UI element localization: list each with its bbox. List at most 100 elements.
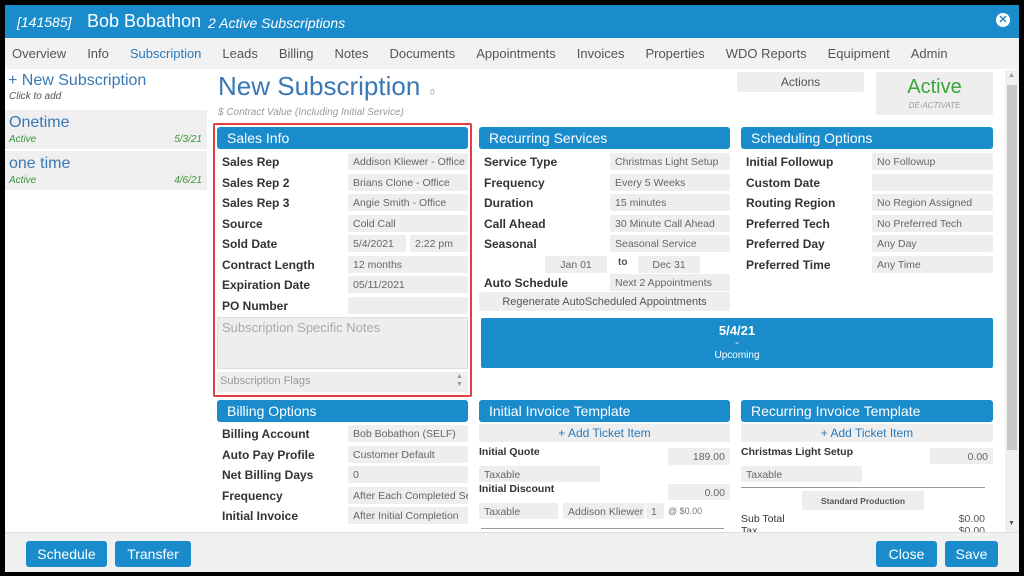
initial-quote-value[interactable]: 189.00: [668, 448, 730, 465]
initial-discount-value[interactable]: 0.00: [668, 484, 730, 500]
tab-billing[interactable]: Billing: [278, 46, 314, 61]
tab-wdo-reports[interactable]: WDO Reports: [725, 46, 807, 61]
upcoming-dash: -: [735, 337, 739, 349]
sales-info-label: Sales Rep 2: [222, 175, 290, 190]
billing-options-value[interactable]: Customer Default: [348, 445, 468, 463]
billing-options-label: Frequency: [222, 488, 283, 503]
sales-info-value[interactable]: Cold Call: [348, 214, 468, 232]
scheduling-options-value[interactable]: [872, 173, 993, 191]
scheduling-options-value[interactable]: No Followup: [872, 153, 993, 170]
divider: [481, 528, 724, 529]
sales-info-value[interactable]: 12 months: [348, 255, 468, 273]
billing-options-value[interactable]: After Initial Completion: [348, 507, 468, 524]
billing-options-label: Initial Invoice: [222, 509, 299, 523]
title-count: 0: [430, 88, 435, 97]
upcoming-appointment[interactable]: [481, 318, 993, 368]
billing-options-value[interactable]: 0: [348, 466, 468, 483]
new-subscription-hint: Click to add: [9, 91, 62, 102]
recurring-services-header: Recurring Services: [479, 127, 730, 149]
tab-admin[interactable]: Admin: [910, 46, 948, 61]
scheduling-options-label: Custom Date: [746, 175, 821, 190]
scheduling-options-label: Initial Followup: [746, 155, 834, 169]
sales-info-value[interactable]: 5/4/2021: [348, 235, 406, 252]
scheduling-options-value[interactable]: Any Day: [872, 235, 993, 252]
scrollbar[interactable]: ▲ ▼: [1005, 70, 1019, 532]
subscription-status: Active: [9, 134, 37, 145]
tab-properties[interactable]: Properties: [645, 46, 705, 61]
tab-notes[interactable]: Notes: [334, 46, 369, 61]
recurring-services-value[interactable]: Every 5 Weeks: [610, 173, 730, 191]
billing-options-value[interactable]: Bob Bobathon (SELF): [348, 425, 468, 442]
status-box: [876, 72, 993, 115]
spinner-icon[interactable]: ▲ ▼: [456, 373, 463, 388]
billing-options-label: Net Billing Days: [222, 468, 314, 482]
customer-name: Bob Bobathon: [87, 11, 202, 31]
sales-info-value[interactable]: Brians Clone - Office: [348, 173, 468, 191]
save-button[interactable]: Save: [945, 541, 998, 567]
sales-info-value[interactable]: Addison Kliewer - Office: [348, 153, 468, 170]
content-area: + New Subscription Click to add Onetime Act…: [5, 70, 1005, 532]
season-to: to: [618, 257, 628, 268]
tab-documents[interactable]: Documents: [389, 46, 456, 61]
transfer-button[interactable]: Transfer: [115, 541, 191, 567]
subscription-list-item[interactable]: [5, 151, 207, 190]
close-button[interactable]: Close: [876, 541, 937, 567]
sales-info-label: Sales Rep: [222, 155, 280, 169]
sales-info-value[interactable]: [348, 296, 468, 314]
season-start[interactable]: Jan 01: [545, 256, 607, 273]
sales-info-value-2[interactable]: 2:22 pm: [410, 235, 468, 252]
sales-info-value[interactable]: 05/11/2021: [348, 276, 468, 293]
recurring-services-value[interactable]: 15 minutes: [610, 194, 730, 211]
tab-appointments[interactable]: Appointments: [476, 46, 556, 61]
flags-select[interactable]: [217, 372, 468, 392]
recurring-services-label: Duration: [484, 196, 534, 210]
tab-subscription[interactable]: Subscription: [129, 46, 202, 61]
scheduling-options-value[interactable]: No Region Assigned: [872, 194, 993, 211]
sales-info-label: Contract Length: [222, 257, 315, 272]
deactivate-button[interactable]: DE-ACTIVATE: [908, 101, 961, 110]
subscription-list-item[interactable]: [5, 110, 207, 149]
tab-equipment[interactable]: Equipment: [827, 46, 890, 61]
sales-info-label: PO Number: [222, 298, 289, 313]
subtotal-label: Sub Total: [741, 513, 785, 525]
initial-discount-label: Initial Discount: [479, 483, 555, 495]
schedule-button[interactable]: Schedule: [26, 541, 107, 567]
scheduling-options-value[interactable]: No Preferred Tech: [872, 214, 993, 232]
discount-price: @ $0.00: [668, 506, 703, 516]
recurring-services-label: Frequency: [484, 175, 545, 190]
scrollbar-thumb[interactable]: [1007, 85, 1017, 450]
tab-invoices[interactable]: Invoices: [576, 46, 625, 61]
initial-invoice-header: Initial Invoice Template: [479, 400, 730, 422]
add-ticket-item-button[interactable]: + Add Ticket Item: [741, 424, 993, 442]
discount-qty[interactable]: 1: [646, 503, 664, 519]
season-end[interactable]: Dec 31: [638, 256, 700, 273]
divider: [741, 487, 985, 488]
recurring-item-taxable[interactable]: Taxable: [741, 466, 862, 482]
recurring-item-value[interactable]: 0.00: [930, 448, 993, 464]
new-subscription-button[interactable]: + New Subscription: [8, 72, 147, 89]
upcoming-date: 5/4/21: [718, 323, 756, 338]
discount-rep[interactable]: Addison Kliewer: [563, 503, 645, 519]
scroll-up-icon[interactable]: ▲: [1008, 72, 1015, 79]
recurring-services-value[interactable]: Seasonal Service: [610, 235, 730, 252]
initial-quote-taxable[interactable]: Taxable: [479, 466, 600, 482]
tab-leads[interactable]: Leads: [222, 46, 258, 61]
actions-button[interactable]: Actions: [737, 72, 864, 92]
auto-schedule-value[interactable]: Next 2 Appointments: [610, 274, 730, 291]
recurring-services-value[interactable]: Christmas Light Setup: [610, 153, 730, 170]
regenerate-button[interactable]: Regenerate AutoScheduled Appointments: [479, 292, 730, 311]
recurring-services-value[interactable]: 30 Minute Call Ahead: [610, 214, 730, 232]
add-ticket-item-button[interactable]: + Add Ticket Item: [479, 424, 730, 442]
sales-info-value[interactable]: Angie Smith - Office: [348, 194, 468, 211]
page-title: New Subscription: [218, 71, 421, 101]
initial-discount-taxable[interactable]: Taxable: [479, 503, 558, 519]
billing-options-value[interactable]: After Each Completed Service: [348, 486, 468, 504]
scheduling-options-value[interactable]: Any Time: [872, 255, 993, 273]
tab-info[interactable]: Info: [87, 46, 109, 61]
close-icon[interactable]: ✕: [996, 13, 1010, 27]
scroll-down-icon[interactable]: ▼: [1008, 520, 1015, 527]
standard-production-button[interactable]: Standard Production: [802, 491, 924, 510]
notes-textarea[interactable]: [217, 317, 468, 369]
tab-overview[interactable]: Overview: [12, 46, 67, 61]
subscription-status: Active: [9, 175, 37, 186]
